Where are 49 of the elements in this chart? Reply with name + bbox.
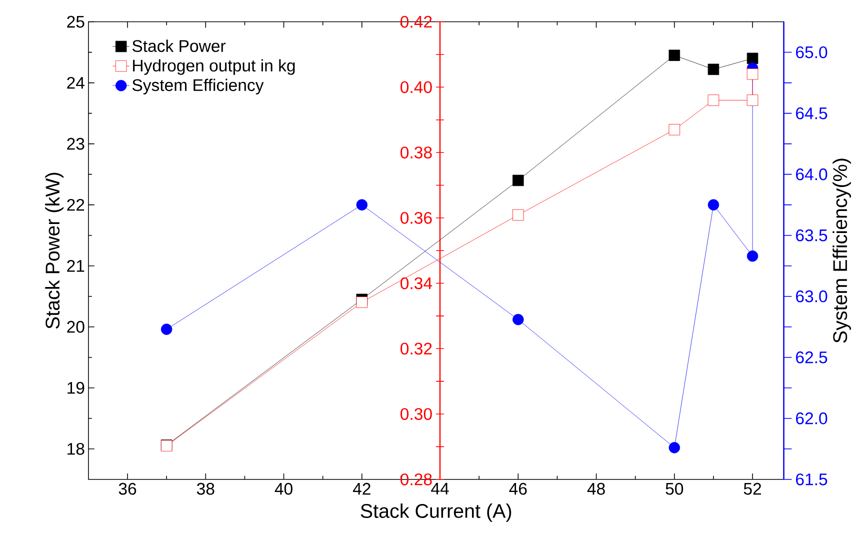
x-tick-label: 38 [196,483,214,495]
y2-tick-label: 65.0 [796,46,828,58]
y-tick-label: 25 [67,16,84,28]
y3-tick-label: 0.38 [400,146,432,159]
legend-label: Hydrogen output in kg [133,59,295,75]
y2-axis-title: System Efficiency(%) [832,158,852,343]
point [708,64,720,76]
y-tick-label: 19 [68,382,84,394]
point [356,199,368,211]
x-tick-label: 46 [509,483,527,495]
x-tick-label: 36 [118,483,136,495]
point [160,324,172,336]
y2-tick-label: 64.0 [796,168,828,180]
point [746,52,758,64]
y3-tick-label: 0.40 [400,81,432,94]
y-tick-label: 24 [67,77,84,89]
y-tick-label: 22 [67,199,84,211]
y-tick-label: 21 [67,260,84,272]
y2-tick-label: 63.5 [796,230,828,242]
y-tick-label: 20 [67,321,84,333]
point [746,68,758,80]
y3-tick-label: 0.30 [400,408,432,420]
point [668,50,680,62]
y3-tick-label: 0.34 [400,277,432,290]
legend-label: System Efficiency [132,78,264,95]
y3-tick-label: 0.36 [400,212,432,224]
point [512,174,524,186]
y2-tick-label: 63.0 [796,290,828,302]
x-tick-label: 48 [587,483,605,495]
point [512,314,524,326]
point [746,250,758,262]
y-tick-label: 18 [68,443,84,455]
y-tick-label: 23 [67,138,84,150]
x-tick-label: 52 [744,483,761,495]
y3-tick-label: 0.32 [400,342,432,355]
y2-tick-label: 62.0 [796,412,828,424]
point [708,199,720,211]
point [668,442,680,454]
y-axis-title: Stack Power (kW) [45,173,64,329]
y2-tick-label: 64.5 [796,107,828,120]
legend-label: Stack Power [132,40,226,52]
x-tick-label: 42 [352,483,370,495]
y2-tick-label: 62.5 [796,352,828,364]
x-tick-label: 50 [666,483,684,495]
y2-tick-label: 61.5 [796,474,828,486]
point [356,296,368,308]
x-tick-label: 44 [431,482,449,495]
x-axis-title: Stack Current (A) [360,504,512,522]
x-tick-label: 40 [274,483,292,495]
